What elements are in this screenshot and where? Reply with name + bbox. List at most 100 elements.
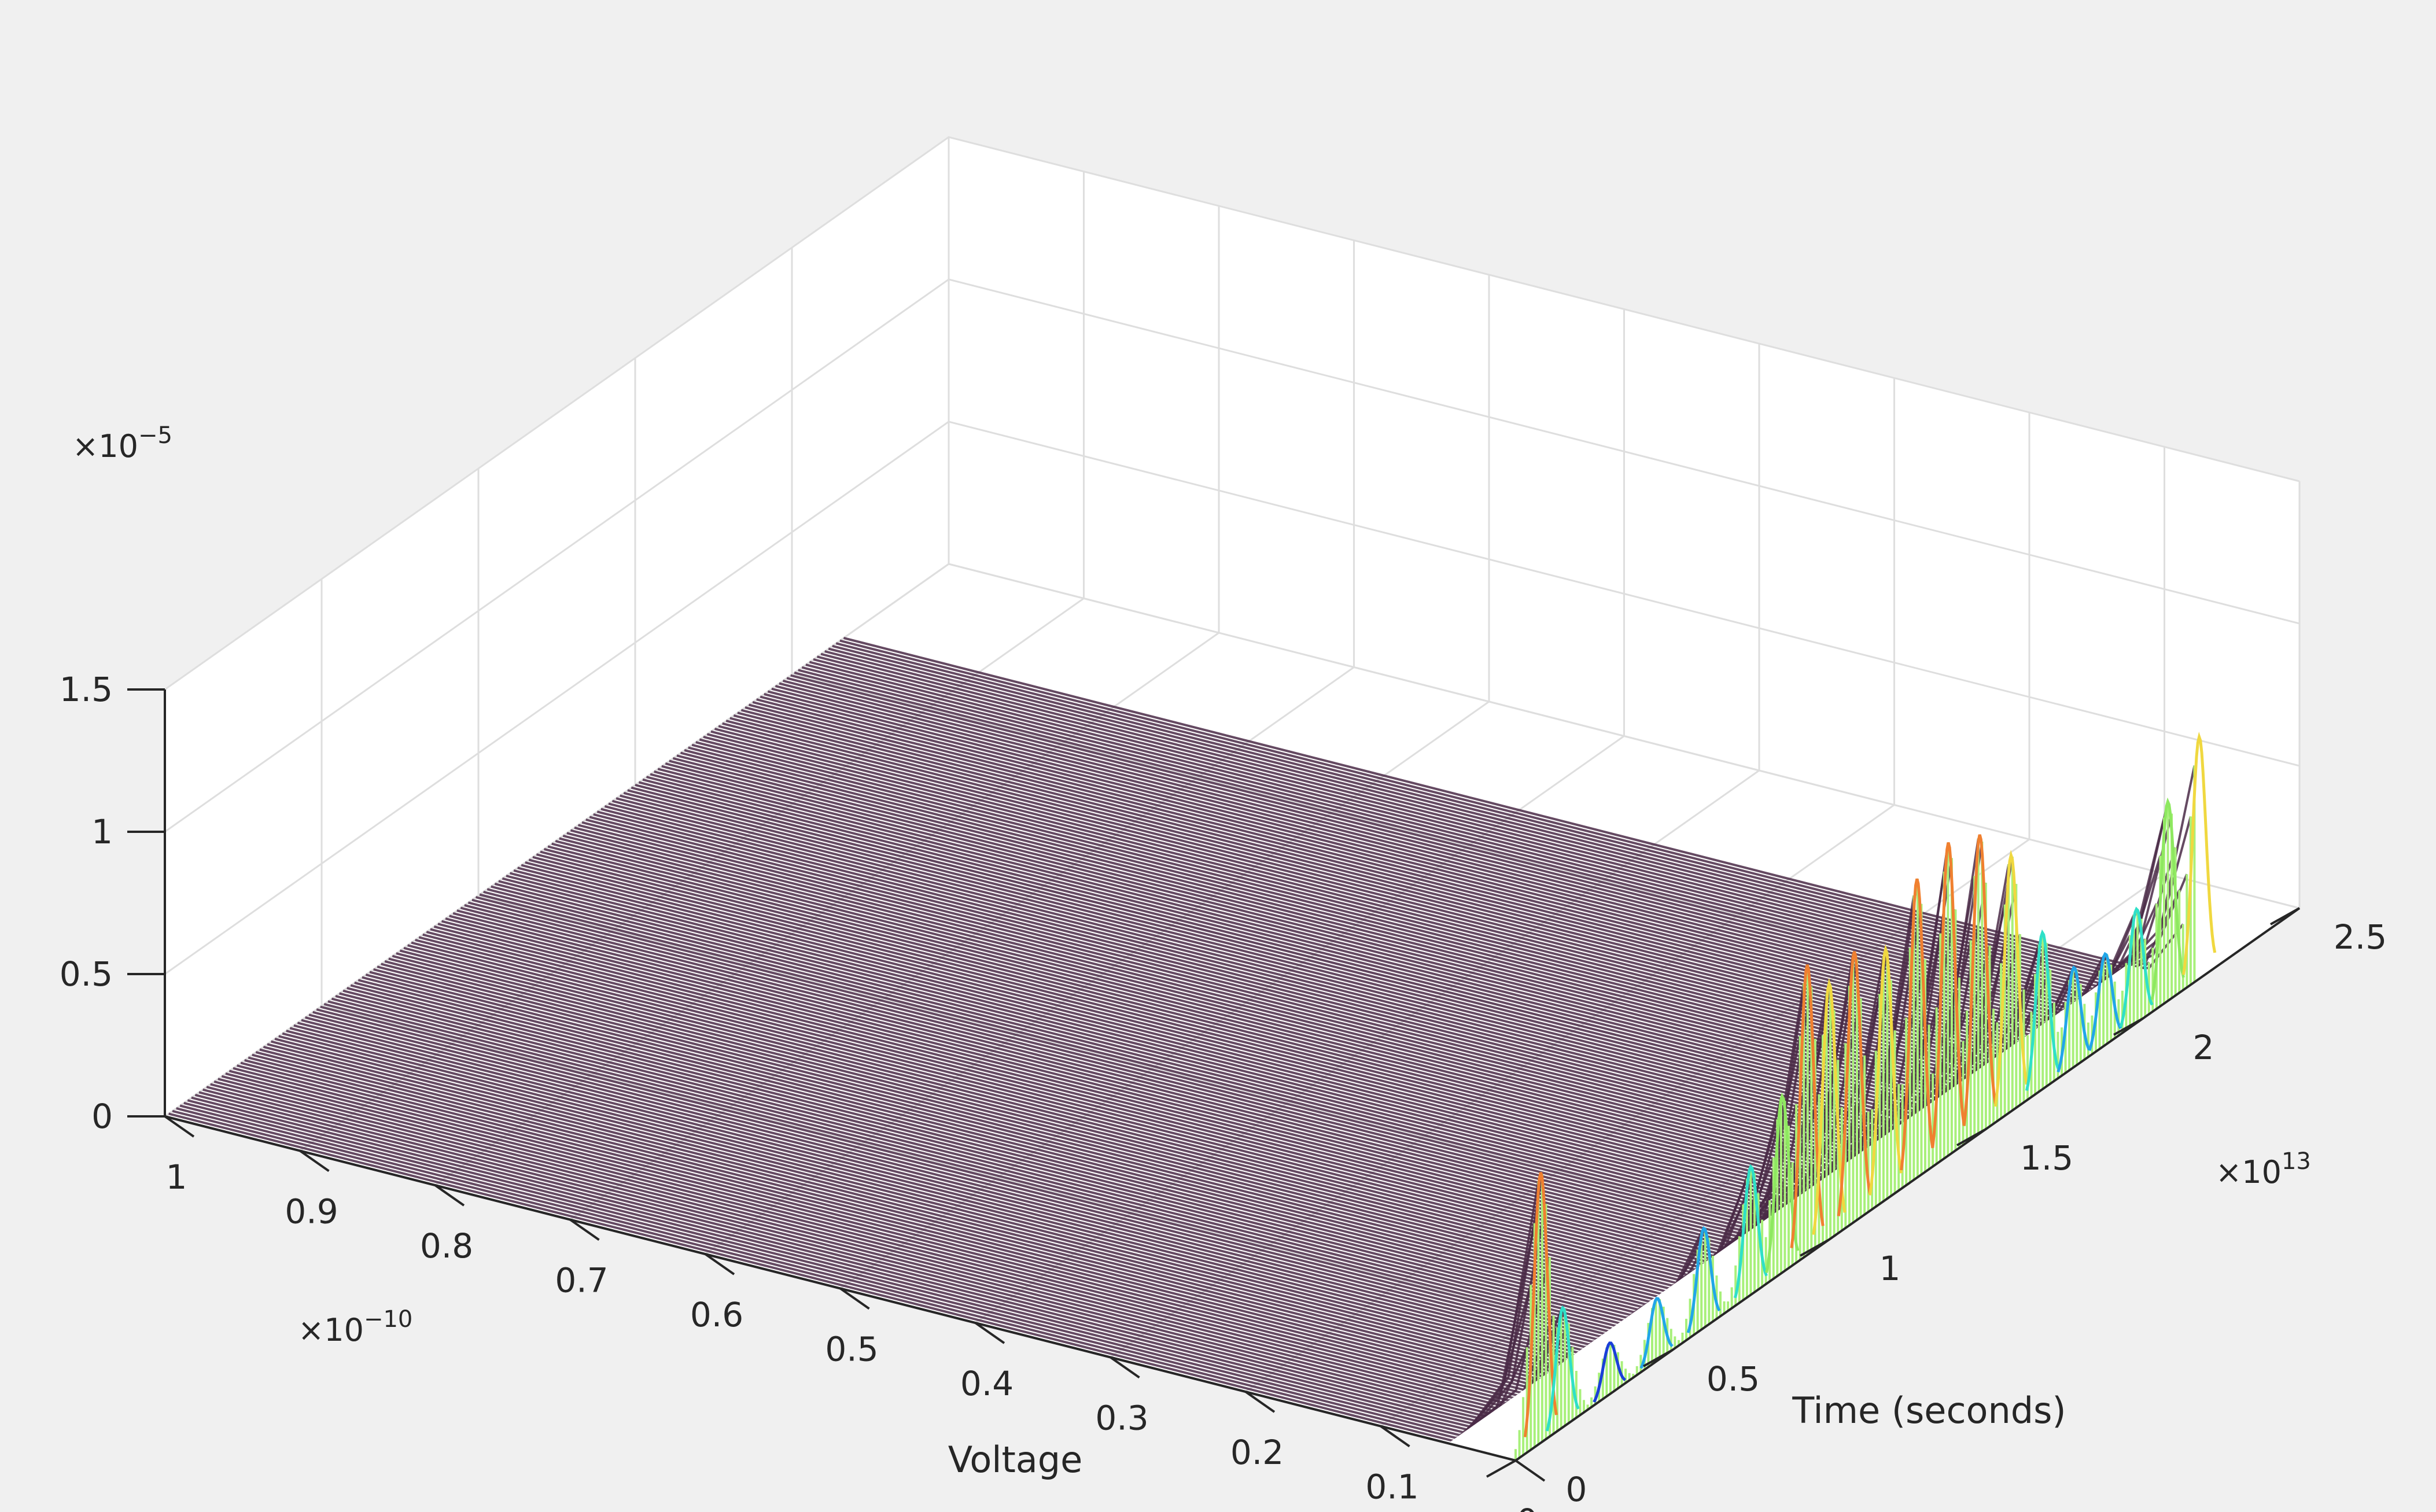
x-tick bbox=[839, 1287, 870, 1310]
peak-curve bbox=[2119, 906, 2154, 1028]
peak-curve bbox=[2025, 929, 2060, 1091]
surface-curve bbox=[437, 923, 1790, 1252]
peak-curve bbox=[1931, 842, 1966, 1148]
grid-line-z bbox=[164, 421, 2300, 975]
surface-curve bbox=[384, 960, 1737, 1290]
x-tick-label: 0.4 bbox=[960, 1364, 1014, 1403]
surface-curve bbox=[612, 799, 1965, 1129]
surface-curve bbox=[737, 711, 2089, 1043]
surface-curve bbox=[585, 818, 1938, 1148]
surface-curve bbox=[377, 965, 1729, 1303]
surface-curve bbox=[342, 989, 1695, 1319]
surface-curve bbox=[445, 917, 1798, 1247]
surface-curve bbox=[233, 1067, 1584, 1403]
surface-curve bbox=[172, 1109, 1524, 1439]
surface-curve bbox=[528, 858, 1881, 1188]
peak-curve bbox=[1837, 951, 1871, 1216]
x-tick-label: 0.2 bbox=[1230, 1433, 1284, 1472]
peak-curve bbox=[1900, 878, 1934, 1171]
y-exponent-power: 13 bbox=[2282, 1148, 2311, 1175]
surface-curve bbox=[596, 810, 1949, 1139]
surface-curve bbox=[661, 765, 2014, 1094]
surface-curve bbox=[513, 869, 1866, 1198]
surface-curve bbox=[740, 709, 2093, 1039]
x-tick bbox=[434, 1184, 465, 1207]
surface-curve bbox=[536, 853, 1889, 1182]
surface-curve bbox=[422, 933, 1775, 1263]
surface-curve bbox=[646, 776, 1999, 1105]
surface-curve bbox=[487, 888, 1840, 1218]
surface-curve bbox=[574, 827, 1926, 1156]
x-tick bbox=[569, 1218, 600, 1241]
surface-curve bbox=[570, 829, 1923, 1159]
surface-curve bbox=[562, 834, 1915, 1164]
surface-curve bbox=[471, 898, 1824, 1228]
surface-curve bbox=[680, 751, 2033, 1081]
y-axis-label: Time (seconds) bbox=[1792, 1389, 2066, 1432]
y-tick bbox=[2113, 1017, 2143, 1036]
y-tick-label: 2.5 bbox=[2334, 917, 2387, 957]
surface-curve bbox=[373, 968, 1724, 1304]
surface-curve bbox=[510, 872, 1862, 1201]
surface-curve bbox=[331, 997, 1683, 1334]
surface-curve bbox=[820, 652, 2173, 982]
z-tick-label: 0 bbox=[91, 1097, 113, 1136]
surface-curve bbox=[551, 842, 1904, 1172]
surface-curve bbox=[339, 992, 1691, 1322]
surface-curve bbox=[293, 1024, 1645, 1356]
surface-curve bbox=[198, 1091, 1551, 1421]
surface-curve bbox=[237, 1064, 1588, 1406]
surface-curve bbox=[323, 1002, 1675, 1338]
surface-curve bbox=[312, 1011, 1665, 1340]
grid-line-z bbox=[164, 136, 2300, 691]
surface-curve bbox=[525, 861, 1877, 1190]
surface-curve bbox=[839, 639, 2192, 969]
back-left-pane bbox=[165, 137, 949, 1116]
x-tick-label: 0 bbox=[1517, 1502, 1538, 1512]
peak-curve bbox=[2182, 732, 2217, 975]
surface-curve bbox=[301, 1019, 1653, 1348]
x-exponent-base: ×10 bbox=[298, 1312, 364, 1348]
grid-line-z bbox=[164, 278, 2300, 833]
surface-curve bbox=[297, 1021, 1649, 1351]
surface-curve bbox=[540, 850, 1892, 1180]
surface-curve bbox=[449, 914, 1801, 1244]
surface-curve bbox=[725, 720, 2078, 1049]
surface-curve bbox=[210, 1083, 1562, 1413]
surface-curve bbox=[752, 700, 2105, 1030]
surface-curve bbox=[483, 890, 1836, 1220]
surface-curve bbox=[654, 770, 2006, 1100]
peak-curve bbox=[1790, 964, 1825, 1248]
peak-curve bbox=[1993, 850, 2028, 1107]
peak-curve bbox=[1639, 1297, 1674, 1369]
surface-curve bbox=[191, 1096, 1543, 1426]
surface-curve bbox=[665, 762, 2018, 1091]
surface-curve bbox=[278, 1035, 1630, 1374]
surface-curve bbox=[316, 1008, 1668, 1339]
surface-curve bbox=[369, 971, 1721, 1304]
surface-curve bbox=[183, 1101, 1536, 1431]
surface-curve bbox=[600, 807, 1953, 1137]
surface-curve bbox=[467, 901, 1820, 1231]
surface-curve bbox=[267, 1043, 1619, 1374]
y-tick-label: 2 bbox=[2193, 1028, 2214, 1067]
y-tick bbox=[2270, 907, 2300, 925]
surface-curve bbox=[479, 893, 1832, 1223]
y-tick bbox=[1956, 1128, 1987, 1146]
x-tick bbox=[704, 1253, 735, 1275]
surface-curve bbox=[320, 1005, 1672, 1339]
z-exponent-label: ×10−5 bbox=[72, 422, 172, 464]
surface-curve bbox=[813, 658, 2165, 987]
surface-curve bbox=[635, 784, 1987, 1113]
surface-curve bbox=[620, 794, 1972, 1124]
x-tick bbox=[1514, 1459, 1546, 1482]
surface-curve bbox=[202, 1088, 1555, 1418]
surface-curve bbox=[722, 722, 2074, 1052]
surface-curve bbox=[415, 939, 1767, 1268]
surface-curve bbox=[729, 717, 2082, 1046]
x-tick-label: 0.9 bbox=[285, 1192, 338, 1231]
surface-curve bbox=[194, 1094, 1547, 1423]
x-tick-label: 0.8 bbox=[420, 1226, 473, 1266]
surface-curve bbox=[392, 954, 1745, 1284]
surface-curve bbox=[801, 666, 2154, 995]
